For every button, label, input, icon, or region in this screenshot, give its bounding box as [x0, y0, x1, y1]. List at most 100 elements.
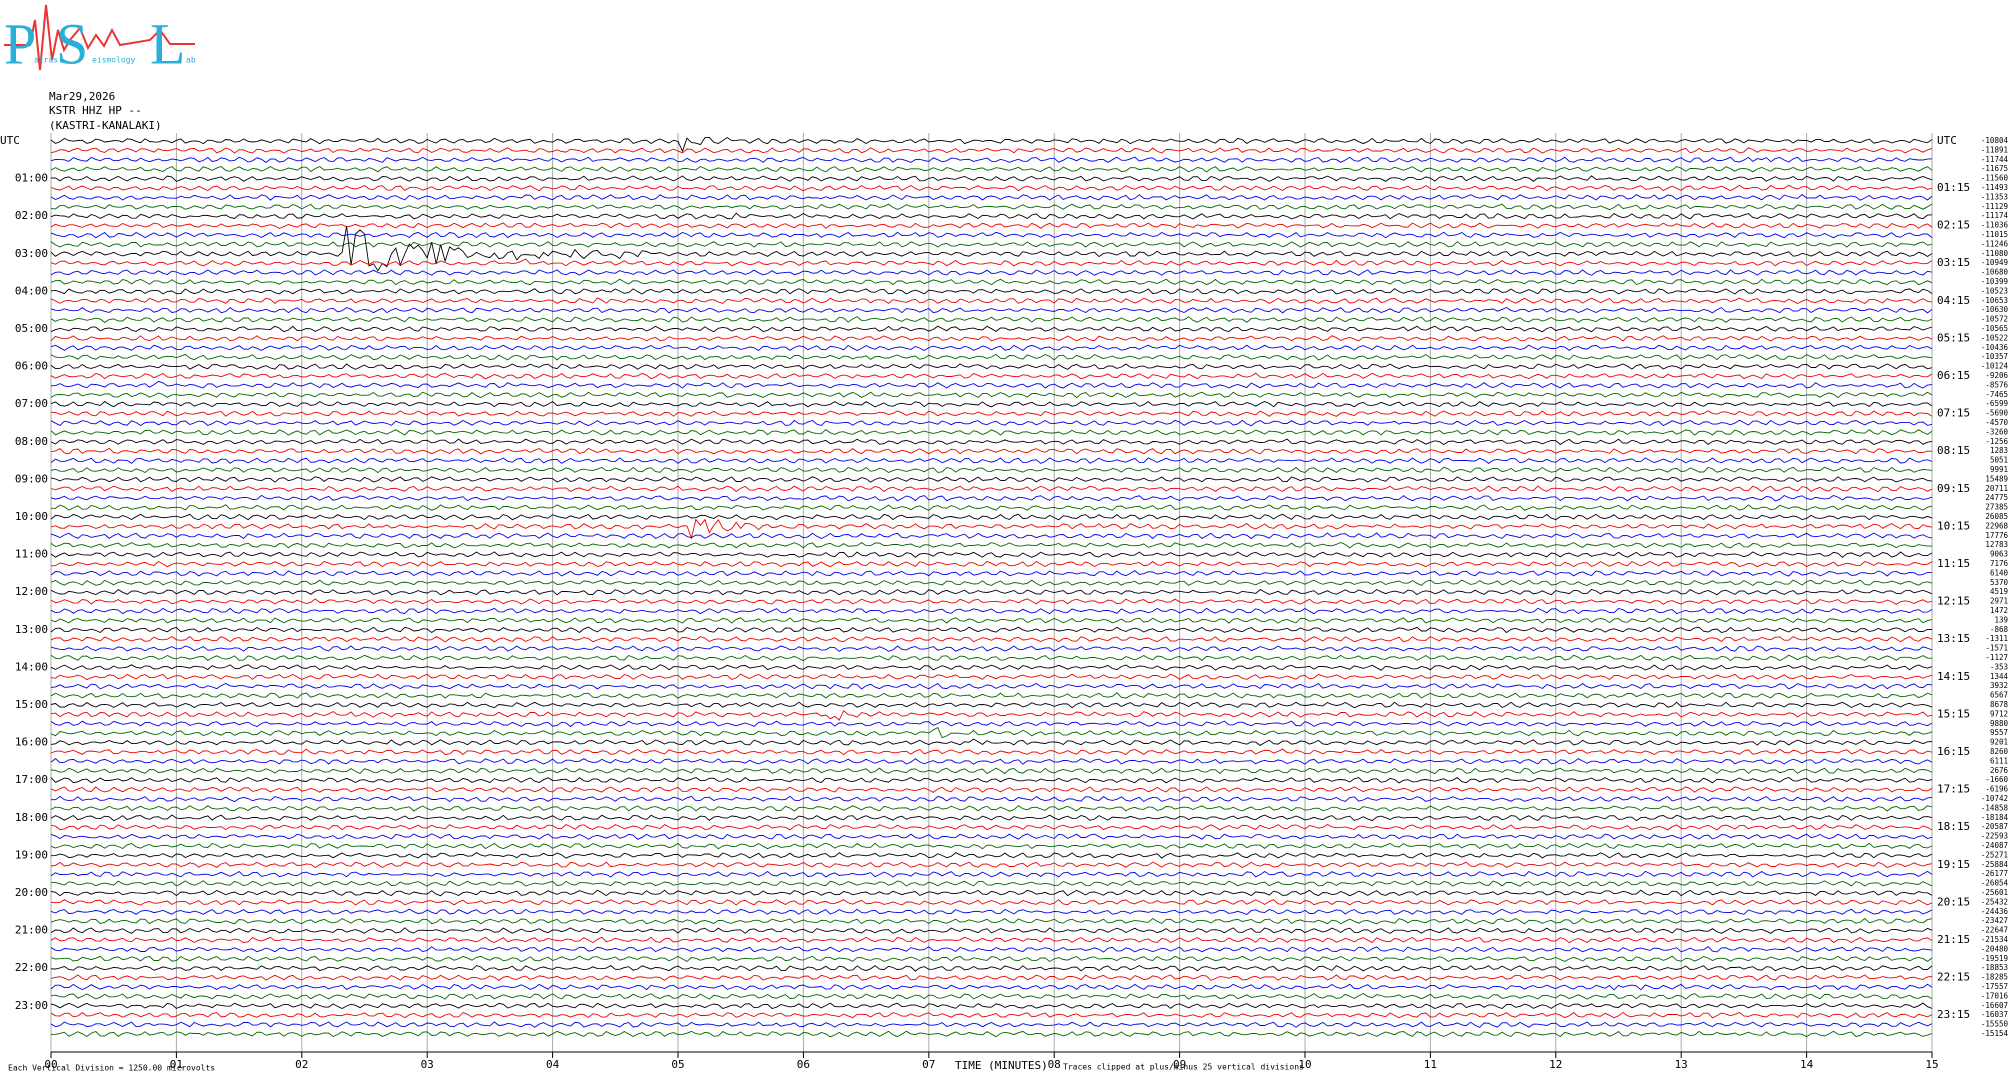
x-tick-label: 05: [671, 1058, 684, 1071]
station: KSTR HHZ HP --: [49, 104, 142, 117]
trace-offset: -11015: [1981, 230, 2008, 239]
left-time-label: 06:00: [15, 360, 48, 373]
trace-offset: -25432: [1981, 897, 2008, 906]
trace: [50, 513, 1933, 521]
logo-letter: L: [150, 11, 185, 76]
trace: [50, 447, 1933, 455]
trace: [50, 400, 1933, 408]
trace: [50, 682, 1933, 690]
trace-offset: -11080: [1981, 249, 2009, 258]
trace: [50, 870, 1933, 878]
logo-letter: P: [4, 11, 36, 76]
trace-offset: -11560: [1981, 174, 2009, 183]
left-time-label: 16:00: [15, 736, 48, 749]
trace-offset: 12783: [1985, 540, 2008, 549]
x-tick-label: 10: [1298, 1058, 1311, 1071]
left-time-label: 19:00: [15, 848, 48, 861]
trace-offset: 9712: [1990, 709, 2008, 718]
right-time-label: 05:15: [1937, 331, 1970, 344]
trace-offset: -11493: [1981, 183, 2008, 192]
left-time-label: 12:00: [15, 585, 48, 598]
trace-offset: 6567: [1990, 691, 2008, 700]
right-time-label: 23:15: [1937, 1008, 1970, 1021]
trace-offset: -21534: [1981, 935, 2009, 944]
trace: [50, 353, 1933, 361]
trace-offset: -17016: [1981, 991, 2009, 1000]
left-time-label: 17:00: [15, 773, 48, 786]
trace: [50, 767, 1933, 775]
trace-offset: -11246: [1981, 239, 2009, 248]
logo-wave: [4, 4, 195, 71]
trace-offset: -10630: [1981, 305, 2009, 314]
trace-offset: 27385: [1985, 503, 2008, 512]
trace-offset: -868: [1990, 625, 2009, 634]
trace-offset: -10399: [1981, 277, 2008, 286]
trace-offset: -23427: [1981, 916, 2008, 925]
trace: [50, 709, 1933, 721]
right-time-label: 17:15: [1937, 783, 1970, 796]
trace: [51, 880, 1933, 887]
trace: [50, 955, 1933, 963]
trace-offset: -1127: [1985, 653, 2008, 662]
left-time-label: 02:00: [15, 209, 48, 222]
trace: [50, 466, 1933, 474]
left-time-label: 18:00: [15, 811, 48, 824]
trace: [50, 899, 1933, 906]
x-tick-label: 01: [170, 1058, 183, 1071]
trace-offset: -17557: [1981, 982, 2008, 991]
trace-offset: 9063: [1990, 550, 2008, 559]
trace-offset: -26177: [1981, 869, 2008, 878]
trace: [50, 316, 1933, 323]
division-note: Each Vertical Division = 1250.00 microvo…: [8, 1064, 215, 1073]
trace-offset: -24087: [1981, 841, 2008, 850]
trace-offset: 2676: [1990, 766, 2009, 775]
left-time-label: 03:00: [15, 247, 48, 260]
logo-small: eismology: [92, 56, 136, 65]
trace-offset: 139: [1994, 615, 2008, 624]
trace-offset: 17776: [1985, 531, 2008, 540]
trace: [50, 476, 1933, 483]
trace-offset: -11891: [1981, 145, 2008, 154]
trace: [50, 438, 1933, 446]
trace: [50, 518, 1933, 540]
trace-offset: 9201: [1990, 738, 2008, 747]
right-time-label: 20:15: [1937, 895, 1970, 908]
left-time-label: 11:00: [15, 548, 48, 561]
trace-offset: -20480: [1981, 944, 2009, 953]
trace: [50, 786, 1933, 793]
x-tick-label: 14: [1800, 1058, 1814, 1071]
trace: [50, 617, 1933, 624]
trace: [50, 748, 1933, 756]
trace: [50, 1002, 1933, 1010]
trace: [50, 917, 1933, 925]
trace-offset: -25884: [1981, 860, 2009, 869]
right-time-label: 10:15: [1937, 519, 1970, 532]
left-time-label: 09:00: [15, 472, 48, 485]
trace: [50, 429, 1933, 436]
logo: P S L atras eismology ab: [4, 4, 196, 76]
trace-offset: -20587: [1981, 822, 2008, 831]
trace: [50, 814, 1933, 822]
trace: [50, 380, 1933, 389]
trace-offset: 5370: [1990, 578, 2009, 587]
trace: [50, 738, 1933, 746]
trace: [50, 212, 1933, 220]
trace: [50, 231, 1933, 239]
trace-offset: -10522: [1981, 333, 2008, 342]
trace-offset: -3260: [1985, 427, 2008, 436]
left-time-label: 08:00: [15, 435, 48, 448]
trace: [50, 372, 1933, 380]
trace: [50, 203, 1933, 211]
trace: [51, 504, 1933, 511]
trace-offset: -26054: [1981, 879, 2009, 888]
trace: [50, 560, 1933, 568]
right-time-label: 01:15: [1937, 181, 1970, 194]
trace: [50, 136, 1933, 153]
right-time-label: 19:15: [1937, 858, 1970, 871]
trace: [50, 194, 1933, 201]
trace: [50, 457, 1933, 464]
x-tick-label: 00: [44, 1058, 57, 1071]
trace-offset: 8678: [1990, 700, 2009, 709]
x-tick-label: 15: [1925, 1058, 1938, 1071]
